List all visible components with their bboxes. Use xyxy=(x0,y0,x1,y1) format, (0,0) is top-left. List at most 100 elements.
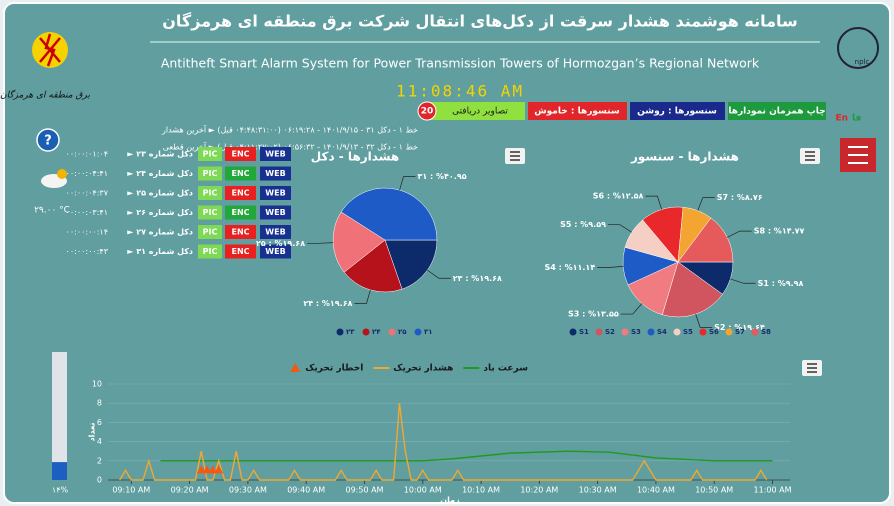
chart-menu-icon xyxy=(807,363,817,373)
tower-button-label: WEB xyxy=(265,228,285,237)
y-tick-label: 0 xyxy=(97,476,102,485)
tower-button[interactable] xyxy=(198,205,222,220)
tower-button[interactable] xyxy=(225,186,256,200)
warning-marker xyxy=(196,465,206,474)
tower-button-label: WEB xyxy=(265,150,285,159)
y-tick-label: 10 xyxy=(92,380,102,389)
x-tick-label: 10:10 AM xyxy=(462,486,500,495)
legend-label: ۲۳ xyxy=(346,328,355,336)
y-tick-label: 8 xyxy=(97,399,102,408)
clock: 11:08:46 AM xyxy=(396,82,524,101)
tower-button[interactable] xyxy=(260,166,291,181)
legend-marker xyxy=(290,363,301,372)
tower-button[interactable] xyxy=(260,205,291,220)
legend-marker xyxy=(621,328,629,336)
print-button[interactable] xyxy=(728,102,826,120)
legend-label: هشدار تحریک xyxy=(393,364,453,374)
x-tick-label: 09:40 AM xyxy=(287,486,325,495)
print-label: چاپ همزمان نمودارها xyxy=(728,107,825,117)
tower-button[interactable] xyxy=(198,244,222,259)
pie-label: ۲۳ : %۱۹.۶۸ xyxy=(453,274,502,283)
tower-name: ► دکل شماره ۲۴ xyxy=(127,169,193,178)
battery-level xyxy=(52,462,67,480)
legend-label: S6 xyxy=(709,328,719,336)
x-tick-label: 10:50 AM xyxy=(695,486,733,495)
pie-leader xyxy=(597,266,624,268)
sensors-off-button[interactable] xyxy=(528,102,627,120)
legend-marker xyxy=(414,328,422,336)
pie-label: S5 : %۹.۵۹ xyxy=(560,220,606,229)
tower-button-label: WEB xyxy=(265,169,285,178)
pie-leader xyxy=(427,269,451,279)
tower-button-label: ENC xyxy=(231,228,249,237)
tower-button[interactable] xyxy=(260,147,291,161)
pie-slice xyxy=(661,261,723,318)
legend-label: S7 xyxy=(735,328,745,336)
tower-button[interactable] xyxy=(198,225,222,239)
legend-label: S8 xyxy=(761,328,771,336)
tower-button-label: WEB xyxy=(265,208,285,217)
tower-button[interactable] xyxy=(260,244,291,259)
legend-label: ۲۵ xyxy=(398,328,407,336)
tower-name: ► دکل شماره ۲۳ xyxy=(127,150,193,159)
x-tick-label: 10:20 AM xyxy=(520,486,558,495)
pie-label: ۲۵ : %۱۹.۶۸ xyxy=(256,239,305,248)
tower-button[interactable] xyxy=(198,186,222,200)
legend-marker xyxy=(569,328,577,336)
legend-marker xyxy=(336,328,344,336)
chart-menu-icon xyxy=(510,151,520,161)
tower-button-label: PIC xyxy=(203,208,218,217)
legend-label: ۳۱ xyxy=(424,328,433,336)
pie-title: هشدارها - دکل xyxy=(311,150,400,164)
tower-name: ► دکل شماره ۲۶ xyxy=(127,208,193,217)
pie-slice xyxy=(340,187,438,241)
tower-button[interactable] xyxy=(225,225,256,239)
legend-label: S2 xyxy=(605,328,615,336)
tower-button[interactable] xyxy=(260,225,291,239)
tower-button[interactable] xyxy=(225,147,256,161)
legend-marker xyxy=(751,328,759,336)
tower-button-label: PIC xyxy=(203,228,218,237)
images-badge xyxy=(417,101,437,121)
tower-name: ► دکل شماره ۲۵ xyxy=(127,189,193,198)
x-tick-label: 10:00 AM xyxy=(404,486,442,495)
x-tick-label: 10:30 AM xyxy=(579,486,617,495)
legend-marker xyxy=(673,328,681,336)
legend-label: S1 xyxy=(579,328,589,336)
pie-label: S7 : %۸.۷۶ xyxy=(717,193,763,202)
legend-label: سرعت باد xyxy=(483,364,528,374)
tower-button[interactable] xyxy=(225,166,256,181)
lang-fa[interactable]: فا xyxy=(852,114,861,124)
pie-label: S2 : %۱۹.۶۴ xyxy=(714,323,765,332)
logo-mark xyxy=(39,33,61,67)
tower-button[interactable] xyxy=(198,147,222,161)
y-tick-label: 6 xyxy=(97,418,102,427)
tower-name: ► دکل شماره ۲۷ xyxy=(127,228,193,237)
x-tick-label: 10:40 AM xyxy=(637,486,675,495)
x-tick-label: 09:30 AM xyxy=(229,486,267,495)
battery-label: ۱۴% xyxy=(52,486,69,495)
tower-button[interactable] xyxy=(225,244,256,259)
tower-button-label: PIC xyxy=(203,247,218,256)
pie-leader xyxy=(607,224,632,233)
pie-leader xyxy=(354,289,371,304)
tower-button[interactable] xyxy=(225,205,256,220)
legend-label: ۲۴ xyxy=(372,328,381,336)
org-logo-text: nplc xyxy=(855,58,870,66)
pie-leader xyxy=(695,313,713,328)
subtitle: Antitheft Smart Alarm System for Power T… xyxy=(161,56,760,71)
sensors-on-button[interactable] xyxy=(630,102,725,120)
legend-marker xyxy=(725,328,733,336)
pie-leader xyxy=(307,242,334,244)
pie-label: S4 : %۱۱.۱۴ xyxy=(545,263,596,272)
tower-time: ۰۰:۰۰:۰۰:۱۴ xyxy=(66,228,108,237)
tower-button[interactable] xyxy=(260,186,291,200)
pie-label: S1 : %۹.۹۸ xyxy=(758,279,804,288)
x-axis-label: زمان xyxy=(440,496,460,505)
images-button[interactable] xyxy=(430,102,525,120)
help-button[interactable] xyxy=(36,128,60,152)
legend-marker xyxy=(362,328,370,336)
tower-button[interactable] xyxy=(198,166,222,181)
lang-en[interactable]: En xyxy=(835,114,848,124)
